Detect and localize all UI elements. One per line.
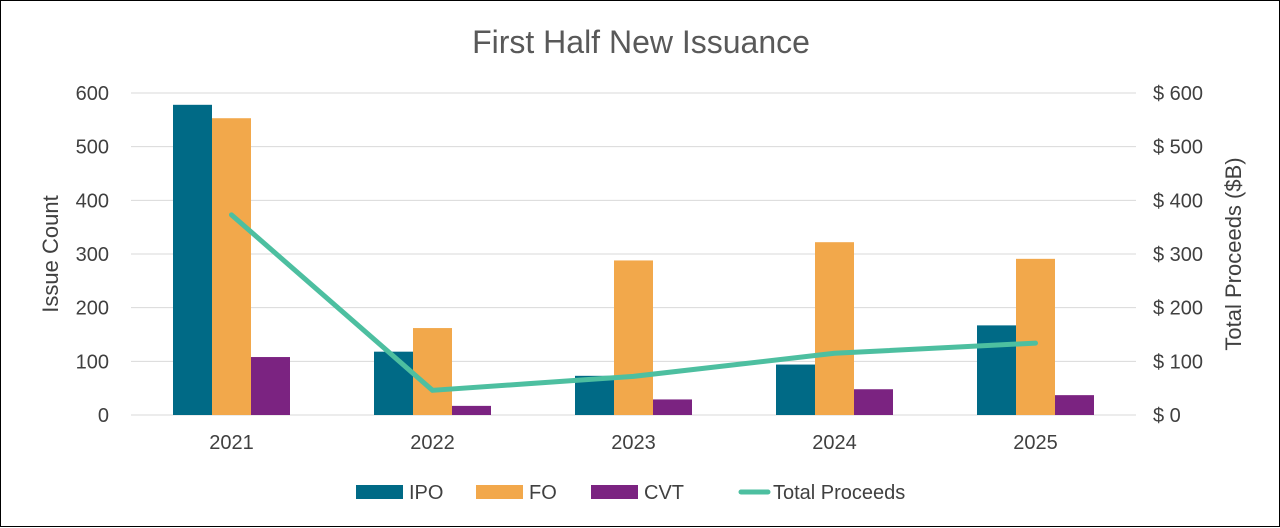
bar-cvt-2024 bbox=[854, 389, 893, 415]
legend-swatch-cvt bbox=[591, 485, 638, 499]
bar-fo-2024 bbox=[815, 242, 854, 415]
bar-cvt-2022 bbox=[452, 405, 491, 415]
y-axis-label: Issue Count bbox=[38, 195, 63, 312]
bar-fo-2021 bbox=[212, 118, 251, 416]
bar-ipo-2021 bbox=[173, 104, 212, 415]
y2-tick-label: $ 0 bbox=[1153, 405, 1181, 427]
right-axis-ticks: $ 0 $ 100 $ 200 $ 300 $ 400 $ 500 $ 600 bbox=[1153, 83, 1203, 427]
bar-ipo-2022 bbox=[374, 351, 413, 415]
y2-tick-label: $ 100 bbox=[1153, 351, 1203, 373]
y-tick-label: 300 bbox=[76, 244, 109, 266]
bar-fo-2025 bbox=[1016, 258, 1055, 415]
x-axis-ticks: 2021 2022 2023 2024 2025 bbox=[209, 432, 1058, 454]
bar-ipo-2024 bbox=[776, 364, 815, 415]
x-tick-label: 2021 bbox=[209, 432, 254, 454]
bar-fo-2023 bbox=[614, 260, 653, 415]
y2-axis-label: Total Proceeds ($B) bbox=[1221, 157, 1246, 350]
y2-tick-label: $ 600 bbox=[1153, 83, 1203, 105]
legend: IPO FO CVT Total Proceeds bbox=[356, 482, 905, 504]
y-tick-label: 400 bbox=[76, 190, 109, 212]
bars bbox=[173, 104, 1094, 416]
x-tick-label: 2024 bbox=[812, 432, 857, 454]
bar-ipo-2025 bbox=[977, 325, 1016, 415]
y-tick-label: 100 bbox=[76, 351, 109, 373]
bar-cvt-2023 bbox=[653, 399, 692, 415]
x-tick-label: 2025 bbox=[1013, 432, 1058, 454]
legend-label-ipo: IPO bbox=[409, 482, 443, 504]
left-axis-ticks: 0 100 200 300 400 500 600 bbox=[76, 83, 109, 427]
y-tick-label: 500 bbox=[76, 137, 109, 159]
total-proceeds-line bbox=[229, 212, 1038, 393]
legend-label-fo: FO bbox=[529, 482, 557, 504]
legend-label-cvt: CVT bbox=[644, 482, 684, 504]
y2-tick-label: $ 400 bbox=[1153, 190, 1203, 212]
y-tick-label: 200 bbox=[76, 298, 109, 320]
chart-title: First Half New Issuance bbox=[472, 24, 810, 60]
legend-label-total-proceeds: Total Proceeds bbox=[773, 482, 905, 504]
proceeds-line-group bbox=[229, 212, 1038, 393]
y2-tick-label: $ 500 bbox=[1153, 137, 1203, 159]
bar-cvt-2021 bbox=[251, 357, 290, 415]
x-tick-label: 2022 bbox=[410, 432, 455, 454]
x-tick-label: 2023 bbox=[611, 432, 656, 454]
y-tick-label: 600 bbox=[76, 83, 109, 105]
bar-fo-2022 bbox=[413, 328, 452, 415]
y2-tick-label: $ 300 bbox=[1153, 244, 1203, 266]
legend-swatch-fo bbox=[476, 485, 523, 499]
y-tick-label: 0 bbox=[98, 405, 109, 427]
legend-swatch-ipo bbox=[356, 485, 403, 499]
y2-tick-label: $ 200 bbox=[1153, 298, 1203, 320]
bar-cvt-2025 bbox=[1055, 395, 1094, 415]
